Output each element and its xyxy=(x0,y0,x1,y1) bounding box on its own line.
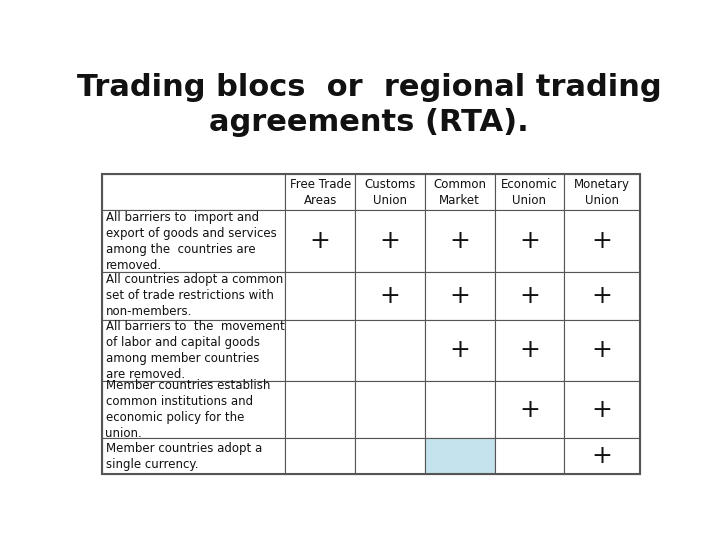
Bar xyxy=(425,272,495,320)
Bar xyxy=(495,272,564,320)
Bar xyxy=(102,211,285,272)
Text: All barriers to  the  movement
of labor and capital goods
among member countries: All barriers to the movement of labor an… xyxy=(106,320,284,381)
Text: +: + xyxy=(519,339,540,362)
Bar xyxy=(564,174,640,210)
Text: +: + xyxy=(592,398,613,422)
Bar xyxy=(425,438,495,475)
Bar xyxy=(102,174,640,475)
Text: Customs
Union: Customs Union xyxy=(364,178,415,207)
Text: +: + xyxy=(592,444,613,468)
Text: Member countries establish
common institutions and
economic policy for the
union: Member countries establish common instit… xyxy=(106,379,270,440)
Bar xyxy=(425,211,495,272)
Text: +: + xyxy=(449,339,470,362)
Text: +: + xyxy=(592,229,613,253)
Bar xyxy=(425,381,495,438)
Bar xyxy=(564,320,640,381)
Text: +: + xyxy=(449,229,470,253)
Bar xyxy=(355,211,425,272)
Bar xyxy=(285,381,355,438)
Text: +: + xyxy=(379,229,400,253)
Bar xyxy=(285,320,355,381)
Bar xyxy=(102,174,285,210)
Text: Monetary
Union: Monetary Union xyxy=(575,178,630,207)
Bar xyxy=(425,174,495,210)
Bar xyxy=(102,320,285,381)
Text: Economic
Union: Economic Union xyxy=(501,178,558,207)
Text: Trading blocs  or  regional trading
agreements (RTA).: Trading blocs or regional trading agreem… xyxy=(77,72,661,137)
Bar xyxy=(495,174,564,210)
Bar xyxy=(495,381,564,438)
Bar xyxy=(425,320,495,381)
Text: +: + xyxy=(310,229,330,253)
Bar xyxy=(564,272,640,320)
Bar xyxy=(564,381,640,438)
Text: +: + xyxy=(592,284,613,308)
Bar xyxy=(495,320,564,381)
Bar xyxy=(564,211,640,272)
Text: +: + xyxy=(449,284,470,308)
Bar xyxy=(355,272,425,320)
Text: Free Trade
Areas: Free Trade Areas xyxy=(289,178,351,207)
Text: Member countries adopt a
single currency.: Member countries adopt a single currency… xyxy=(106,442,262,471)
Bar xyxy=(564,438,640,475)
Bar xyxy=(355,320,425,381)
Bar xyxy=(355,174,425,210)
Bar xyxy=(102,381,285,438)
Bar xyxy=(102,272,285,320)
Bar xyxy=(285,438,355,475)
Text: +: + xyxy=(519,284,540,308)
Bar xyxy=(285,211,355,272)
Text: +: + xyxy=(592,339,613,362)
Text: +: + xyxy=(519,398,540,422)
Bar xyxy=(495,211,564,272)
Bar xyxy=(102,438,285,475)
Bar xyxy=(355,438,425,475)
Text: +: + xyxy=(519,229,540,253)
Bar xyxy=(355,381,425,438)
Text: Common
Market: Common Market xyxy=(433,178,486,207)
Bar xyxy=(285,272,355,320)
Bar xyxy=(495,438,564,475)
Text: +: + xyxy=(379,284,400,308)
Text: All barriers to  import and
export of goods and services
among the  countries ar: All barriers to import and export of goo… xyxy=(106,211,276,272)
Bar xyxy=(285,174,355,210)
Text: All countries adopt a common
set of trade restrictions with
non-members.: All countries adopt a common set of trad… xyxy=(106,273,283,318)
